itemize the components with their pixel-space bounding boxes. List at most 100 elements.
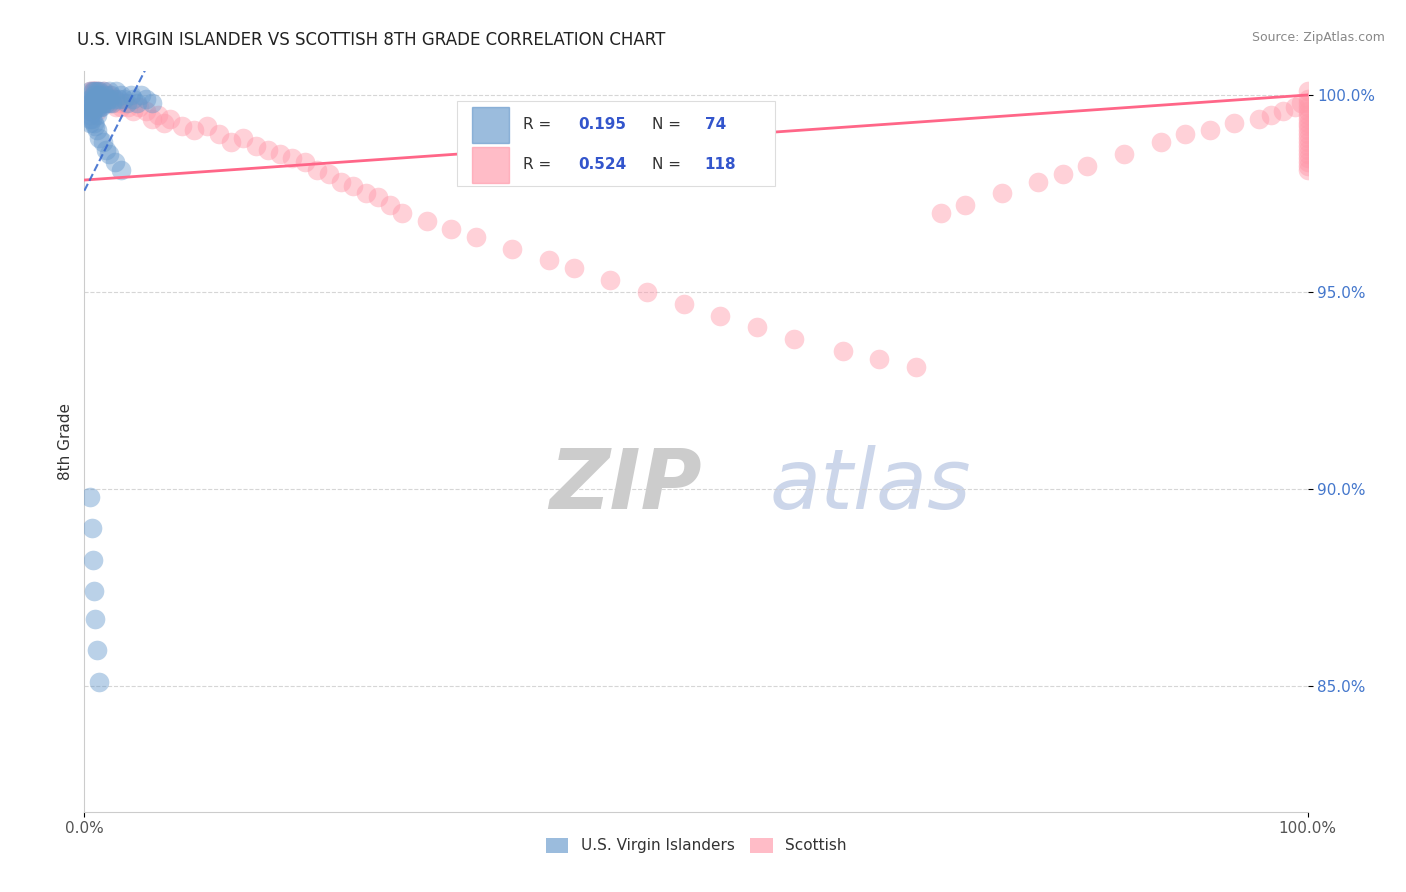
- Point: [440, 222, 463, 236]
- Point: [1296, 128, 1319, 142]
- Point: [380, 198, 402, 212]
- Point: [87, 92, 110, 106]
- Text: atlas: atlas: [769, 445, 972, 526]
- Point: [79, 100, 101, 114]
- Point: [79, 95, 101, 110]
- Point: [79, 92, 101, 106]
- Point: [86, 103, 108, 118]
- Point: [96, 95, 118, 110]
- Point: [120, 87, 142, 102]
- Point: [1296, 147, 1319, 161]
- Point: [80, 103, 103, 118]
- Point: [1296, 95, 1319, 110]
- Point: [281, 151, 304, 165]
- Point: [114, 95, 136, 110]
- Point: [80, 521, 103, 535]
- Point: [87, 674, 110, 689]
- Point: [83, 115, 105, 129]
- Text: 118: 118: [704, 157, 737, 172]
- Point: [869, 351, 891, 366]
- Point: [905, 359, 928, 374]
- Point: [79, 103, 101, 118]
- Point: [1052, 167, 1074, 181]
- Point: [82, 100, 104, 114]
- Point: [195, 120, 218, 134]
- Point: [87, 84, 110, 98]
- Point: [90, 87, 112, 102]
- Point: [141, 95, 163, 110]
- Point: [96, 143, 118, 157]
- Point: [115, 95, 138, 110]
- Point: [100, 95, 122, 110]
- Text: N =: N =: [652, 157, 686, 172]
- Point: [562, 261, 585, 276]
- Point: [1174, 128, 1197, 142]
- Point: [93, 92, 115, 106]
- Point: [1198, 123, 1220, 137]
- Point: [294, 155, 316, 169]
- Point: [783, 332, 806, 346]
- Point: [183, 123, 205, 137]
- Point: [80, 100, 103, 114]
- Point: [86, 643, 108, 657]
- Point: [80, 112, 103, 126]
- Point: [105, 84, 128, 98]
- Point: [79, 108, 101, 122]
- Point: [367, 190, 389, 204]
- Text: ZIP: ZIP: [550, 445, 702, 526]
- Point: [391, 206, 413, 220]
- Point: [1296, 108, 1319, 122]
- Point: [1296, 92, 1319, 106]
- Point: [79, 100, 101, 114]
- Point: [97, 147, 120, 161]
- Point: [318, 167, 340, 181]
- Point: [98, 92, 121, 106]
- Point: [79, 84, 101, 98]
- Point: [86, 95, 108, 110]
- Point: [80, 95, 103, 110]
- Point: [86, 92, 108, 106]
- Point: [1296, 84, 1319, 98]
- Point: [1150, 135, 1173, 149]
- Point: [89, 87, 111, 102]
- FancyBboxPatch shape: [472, 107, 509, 143]
- Point: [89, 92, 111, 106]
- Point: [84, 84, 107, 98]
- Point: [1114, 147, 1136, 161]
- Point: [146, 108, 169, 122]
- Point: [330, 175, 353, 189]
- Point: [82, 552, 104, 566]
- Point: [1291, 95, 1313, 110]
- Point: [82, 84, 104, 98]
- Point: [107, 92, 129, 106]
- Point: [80, 92, 103, 106]
- Point: [83, 87, 105, 102]
- Point: [86, 95, 108, 110]
- Point: [101, 95, 124, 110]
- Legend: U.S. Virgin Islanders, Scottish: U.S. Virgin Islanders, Scottish: [540, 831, 852, 860]
- Point: [416, 214, 439, 228]
- Point: [86, 84, 108, 98]
- Point: [135, 92, 157, 106]
- Point: [97, 87, 120, 102]
- Point: [83, 84, 105, 98]
- Point: [502, 242, 524, 256]
- Point: [91, 95, 114, 110]
- Point: [110, 162, 132, 177]
- Point: [91, 84, 114, 98]
- Point: [87, 84, 110, 98]
- Point: [83, 100, 105, 114]
- Point: [1247, 112, 1270, 126]
- Point: [831, 343, 853, 358]
- Point: [1296, 162, 1319, 177]
- Point: [87, 95, 110, 110]
- Point: [100, 87, 122, 102]
- Point: [104, 92, 127, 106]
- Point: [305, 162, 328, 177]
- Point: [1028, 175, 1050, 189]
- Point: [141, 112, 163, 126]
- Point: [97, 95, 120, 110]
- Point: [79, 92, 101, 106]
- Point: [1223, 115, 1246, 129]
- Point: [87, 131, 110, 145]
